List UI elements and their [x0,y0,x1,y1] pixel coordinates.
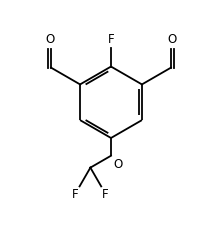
Text: O: O [45,33,55,46]
Text: O: O [167,33,177,46]
Text: F: F [72,188,78,201]
Text: F: F [108,33,114,46]
Text: F: F [102,188,109,201]
Text: O: O [114,158,123,171]
